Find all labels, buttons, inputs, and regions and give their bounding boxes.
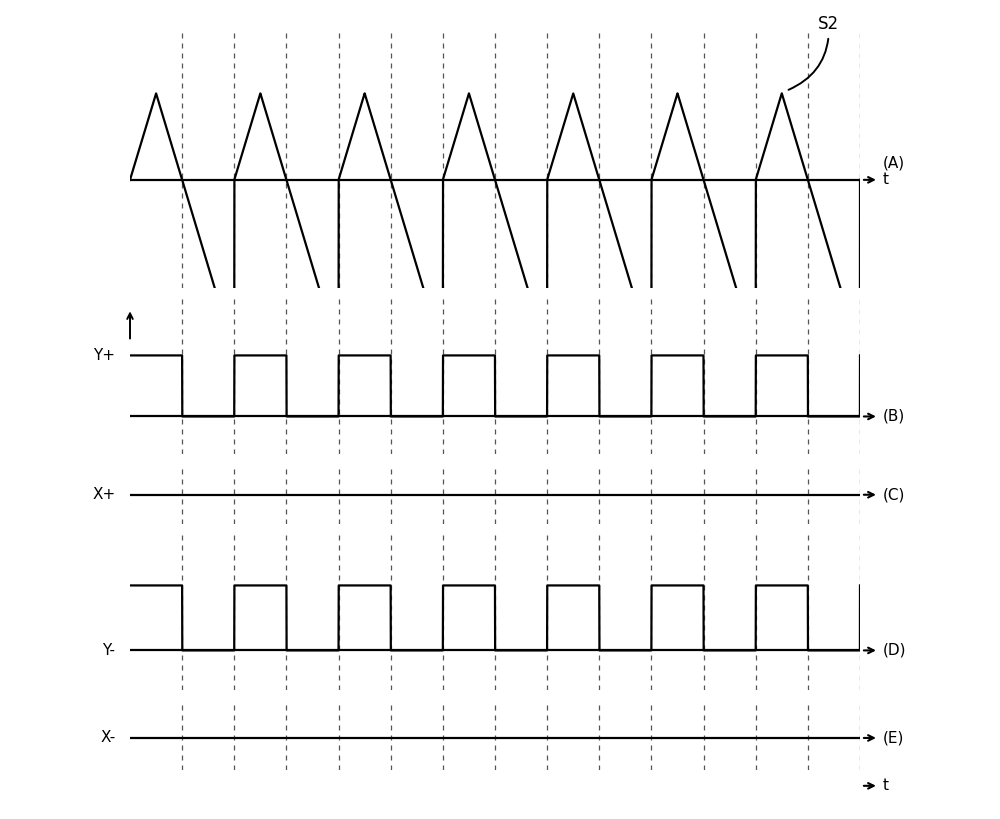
Text: Y+: Y+ (93, 348, 115, 363)
Text: X+: X+ (92, 487, 115, 502)
Text: t: t (883, 172, 889, 188)
Text: (C): (C) (883, 487, 905, 502)
Text: (A): (A) (883, 156, 905, 170)
Text: (B): (B) (883, 409, 905, 424)
Text: S2: S2 (789, 16, 839, 90)
Text: Y-: Y- (102, 643, 115, 658)
Text: X-: X- (100, 731, 115, 745)
Text: (D): (D) (883, 643, 906, 658)
Text: t: t (883, 778, 889, 794)
Text: (E): (E) (883, 731, 904, 745)
